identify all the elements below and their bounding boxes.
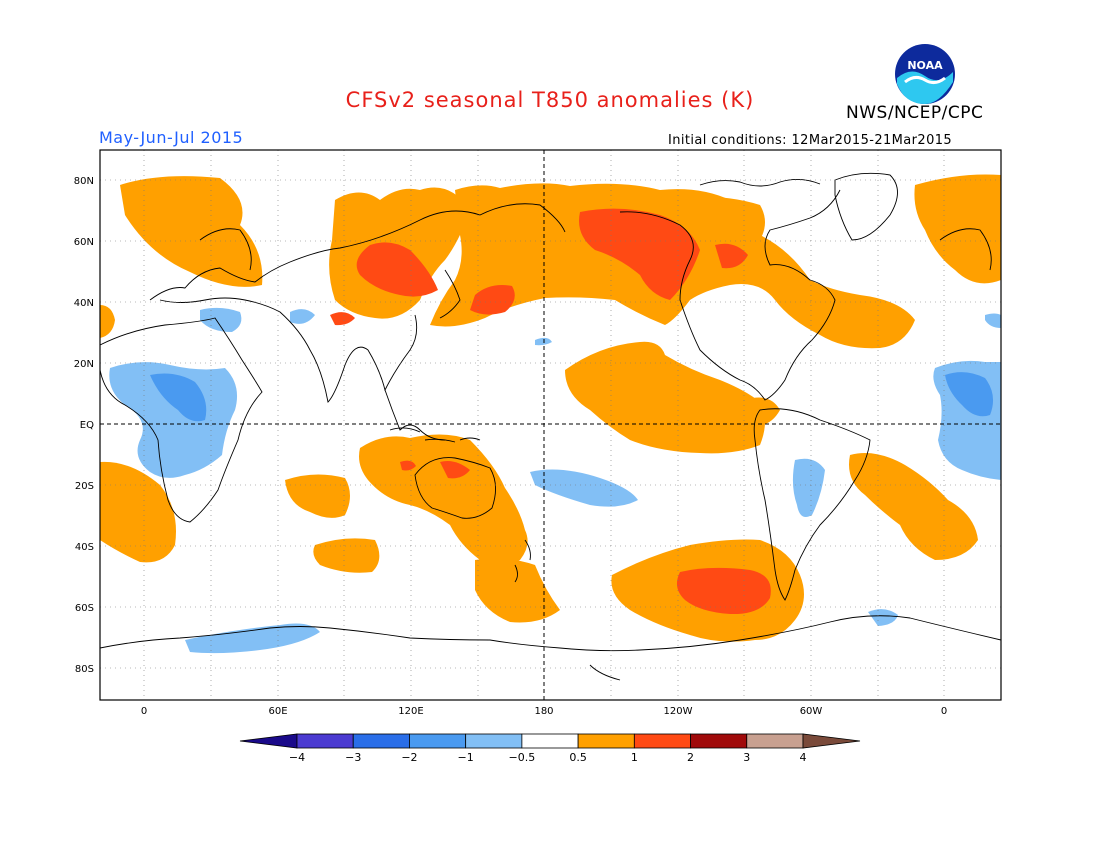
- colorbar-label: 3: [743, 751, 750, 764]
- noaa-logo-icon: NOAA: [895, 44, 955, 104]
- colorbar-label: 4: [800, 751, 807, 764]
- colorbar-segment: [352, 733, 410, 749]
- colorbar-label: 1: [631, 751, 638, 764]
- forecast-period: May-Jun-Jul 2015: [99, 128, 244, 147]
- lon-label: 0: [941, 706, 947, 717]
- agency-label: NWS/NCEP/CPC: [846, 103, 984, 123]
- strong-warm-anomaly-regions: [330, 208, 771, 615]
- initial-conditions: Initial conditions: 12Mar2015-21Mar2015: [668, 133, 953, 148]
- colorbar-segment: [239, 733, 298, 749]
- graticule: [100, 150, 1001, 700]
- colorbar-label: 0.5: [569, 751, 587, 764]
- lat-label: 20N: [74, 359, 94, 370]
- lat-label: 80S: [75, 664, 94, 675]
- coastlines: [100, 172, 1001, 681]
- lat-label: 40N: [74, 298, 94, 309]
- colorbar-label: −2: [401, 751, 417, 764]
- lon-label: 180: [534, 706, 553, 717]
- lat-label: 40S: [75, 542, 94, 553]
- map-title: CFSv2 seasonal T850 anomalies (K): [345, 88, 755, 112]
- moderate-cool-anomaly-regions: [150, 372, 994, 422]
- colorbar-segment: [465, 733, 523, 749]
- colorbar-label: −3: [345, 751, 361, 764]
- colorbar-label: −0.5: [509, 751, 536, 764]
- lat-label: 60S: [75, 603, 94, 614]
- colorbar-segment: [633, 733, 691, 749]
- colorbar-segment: [690, 733, 748, 749]
- warm-anomaly-regions: [100, 174, 1001, 642]
- lat-label: 20S: [75, 481, 94, 492]
- lon-label: 120W: [664, 706, 693, 717]
- lat-label: 60N: [74, 237, 94, 248]
- lon-label: 60E: [268, 706, 287, 717]
- colorbar-label: 2: [687, 751, 694, 764]
- lat-label: 80N: [74, 176, 94, 187]
- colorbar-label: −4: [289, 751, 305, 764]
- colorbar: −4 −3 −2 −1 −0.5 0.5 1 2 3 4: [239, 733, 861, 764]
- colorbar-segment: [746, 733, 804, 749]
- lat-label: EQ: [80, 420, 94, 431]
- colorbar-segment: [802, 733, 861, 749]
- colorbar-label: −1: [458, 751, 474, 764]
- colorbar-segment: [521, 733, 579, 749]
- colorbar-segment: [409, 733, 467, 749]
- map-frame: [99, 149, 1002, 701]
- svg-text:NOAA: NOAA: [907, 59, 943, 72]
- colorbar-segment: [296, 733, 354, 749]
- lon-label: 60W: [800, 706, 823, 717]
- colorbar-segment: [577, 733, 635, 749]
- lon-label: 0: [141, 706, 147, 717]
- lon-label: 120E: [398, 706, 423, 717]
